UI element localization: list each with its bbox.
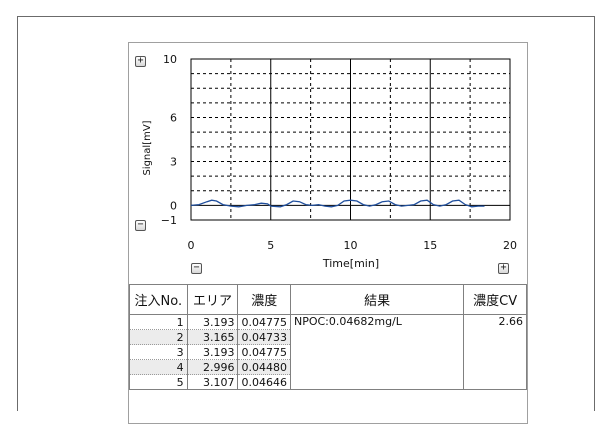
x-tick-label: 5 <box>267 239 274 252</box>
cell-concentration: 0.04480 <box>237 359 291 375</box>
x-zoom-in-button[interactable]: + <box>498 263 509 274</box>
cell-area: 3.193 <box>186 344 239 360</box>
col-header-result[interactable]: 結果 <box>289 284 465 315</box>
y-tick-label: 10 <box>163 53 177 66</box>
col-header-injection-no[interactable]: 注入No. <box>129 284 188 315</box>
y-zoom-in-button[interactable]: + <box>135 56 146 67</box>
x-tick-label: 0 <box>188 239 195 252</box>
x-tick-label: 20 <box>503 239 517 252</box>
table-row[interactable]: 3 3.193 0.04775 <box>129 344 527 360</box>
cell-concentration: 0.04775 <box>237 314 291 330</box>
cell-concentration: 0.04775 <box>237 344 291 360</box>
col-header-area[interactable]: エリア <box>186 284 239 315</box>
table-row[interactable]: 2 3.165 0.04733 <box>129 329 527 345</box>
x-tick-label: 15 <box>423 239 437 252</box>
plot-area <box>190 58 511 221</box>
table-row[interactable]: 1 3.193 0.04775 NPOC:0.04682mg/L 2.66 <box>129 314 527 390</box>
col-header-concentration[interactable]: 濃度 <box>237 284 291 315</box>
cell-area: 3.193 <box>186 314 239 330</box>
x-zoom-out-button[interactable]: − <box>191 263 202 274</box>
x-tick-label: 10 <box>344 239 358 252</box>
window-frame: 0 5 10 15 20 10 6 3 0 −1 Signal[mV] Time[min] + −… <box>17 16 595 424</box>
cell-area: 3.165 <box>186 329 239 345</box>
col-header-concentration-cv[interactable]: 濃度CV <box>463 284 527 315</box>
y-tick-label: 6 <box>170 112 177 125</box>
cell-injection-no: 2 <box>129 329 188 345</box>
cell-area: 2.996 <box>186 359 239 375</box>
cell-concentration: 0.04646 <box>237 374 291 390</box>
table-header-row: 注入No. エリア 濃度 結果 濃度CV <box>129 284 527 315</box>
cell-injection-no: 1 <box>129 314 188 330</box>
y-axis-label: Signal[mV] <box>142 120 153 175</box>
cell-result: NPOC:0.04682mg/L <box>289 314 465 390</box>
measurement-panel: 0 5 10 15 20 10 6 3 0 −1 Signal[mV] Time[min] + −… <box>128 42 528 424</box>
cell-injection-no: 5 <box>129 374 188 390</box>
y-zoom-out-button[interactable]: − <box>135 220 146 231</box>
cell-injection-no: 3 <box>129 344 188 360</box>
table-row[interactable]: 5 3.107 0.04646 <box>129 374 527 390</box>
table-row[interactable]: 4 2.996 0.04480 <box>129 359 527 375</box>
y-tick-label: −1 <box>161 214 177 227</box>
cell-concentration: 0.04733 <box>237 329 291 345</box>
cell-area: 3.107 <box>186 374 239 390</box>
x-axis-label: Time[min] <box>322 257 379 270</box>
results-table: 注入No. エリア 濃度 結果 濃度CV 1 3.193 0.04775 NPO… <box>129 284 527 390</box>
y-tick-label: 3 <box>170 155 177 168</box>
cell-concentration-cv: 2.66 <box>463 314 527 390</box>
signal-series-line <box>190 199 485 208</box>
y-tick-label: 0 <box>170 199 177 212</box>
signal-chart: 0 5 10 15 20 10 6 3 0 −1 Signal[mV] Time[min] <box>142 53 517 270</box>
cell-injection-no: 4 <box>129 359 188 375</box>
